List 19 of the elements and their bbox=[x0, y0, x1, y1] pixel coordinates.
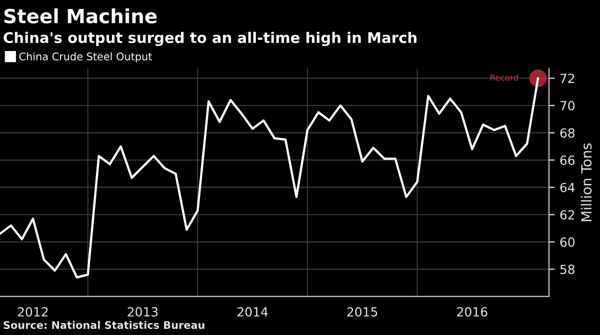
y-tick-label: 60 bbox=[560, 237, 574, 247]
x-tick-label: 2014 bbox=[238, 307, 268, 317]
y-tick-label: 72 bbox=[560, 74, 574, 83]
y-tick-label: 64 bbox=[560, 182, 575, 192]
legend-label: China Crude Steel Output bbox=[19, 52, 152, 62]
chart-title: Steel Machine bbox=[4, 8, 157, 24]
chart-subtitle: China's output surged to an all-time high in March bbox=[4, 32, 416, 46]
annotation: Record bbox=[490, 74, 518, 81]
x-tick-label: 2015 bbox=[347, 307, 378, 317]
x-tick-label: 2013 bbox=[128, 307, 158, 317]
y-tick-label: 58 bbox=[560, 264, 574, 274]
y-tick-label: 68 bbox=[560, 128, 574, 138]
y-axis-title: Million Tons bbox=[580, 143, 592, 222]
y-tick-label: 62 bbox=[560, 210, 574, 220]
x-tick-label: 2016 bbox=[457, 307, 488, 317]
y-tick-label: 66 bbox=[560, 156, 575, 165]
source-note: Source: National Statistics Bureau bbox=[4, 320, 204, 329]
y-tick-label: 70 bbox=[560, 100, 574, 110]
x-tick-label: 2012 bbox=[18, 307, 48, 317]
